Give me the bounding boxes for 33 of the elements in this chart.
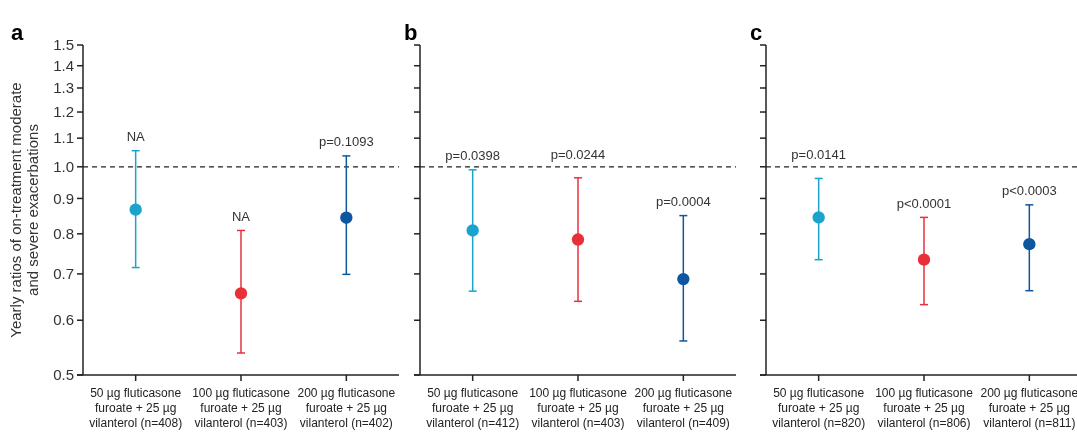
annotation: p<0.0003 <box>1002 183 1057 199</box>
y-tick-label: 0.8 <box>53 225 74 243</box>
x-tick-label: 50 µg fluticasone furoate + 25 µg vilanterol (n=820) <box>772 386 866 430</box>
y-tick-label: 0.6 <box>53 311 74 329</box>
x-tick-label: 200 µg fluticasone furoate + 25 µg vilanterol (n=402) <box>297 386 396 430</box>
annotation: p=0.1093 <box>319 134 374 150</box>
y-tick-label: 1.3 <box>53 79 74 97</box>
x-tick-label: 200 µg fluticasone furoate + 25 µg vilanterol (n=409) <box>634 386 733 430</box>
annotation: p=0.0398 <box>445 148 500 164</box>
annotation: NA <box>231 209 251 225</box>
x-tick-label: 100 µg fluticasone furoate + 25 µg vilanterol (n=403) <box>529 386 628 430</box>
y-tick-label: 1.0 <box>53 158 74 176</box>
x-tick-label: 100 µg fluticasone furoate + 25 µg vilanterol (n=403) <box>192 386 291 430</box>
y-tick-label: 0.9 <box>53 189 74 207</box>
x-tick-label: 200 µg fluticasone furoate + 25 µg vilanterol (n=811) <box>980 386 1077 430</box>
annotation: NA <box>126 129 146 145</box>
y-tick-label: 1.4 <box>53 56 74 74</box>
annotation: p<0.0001 <box>896 195 952 211</box>
x-tick-label: 100 µg fluticasone furoate + 25 µg vilanterol (n=806) <box>875 386 974 430</box>
x-tick-label: 50 µg fluticasone furoate + 25 µg vilanterol (n=412) <box>426 386 520 430</box>
y-tick-label: 1.1 <box>53 129 74 147</box>
chart-title: b <box>404 20 418 45</box>
y-axis-title: Yearly ratios of on-treatment moderate and severe exacerbations <box>7 82 41 338</box>
annotation: p=0.0004 <box>656 194 711 210</box>
x-tick-label: 50 µg fluticasone furoate + 25 µg vilanterol (n=408) <box>89 386 183 430</box>
y-tick-label: 1.5 <box>53 36 74 54</box>
chart-title: a <box>11 20 24 45</box>
y-tick-label: 0.5 <box>53 366 74 384</box>
y-tick-label: 0.7 <box>53 265 74 283</box>
annotation: p=0.0141 <box>791 147 846 163</box>
annotation: p=0.0244 <box>550 147 606 163</box>
y-tick-label: 1.2 <box>53 103 74 121</box>
chart-title: c <box>750 20 763 45</box>
